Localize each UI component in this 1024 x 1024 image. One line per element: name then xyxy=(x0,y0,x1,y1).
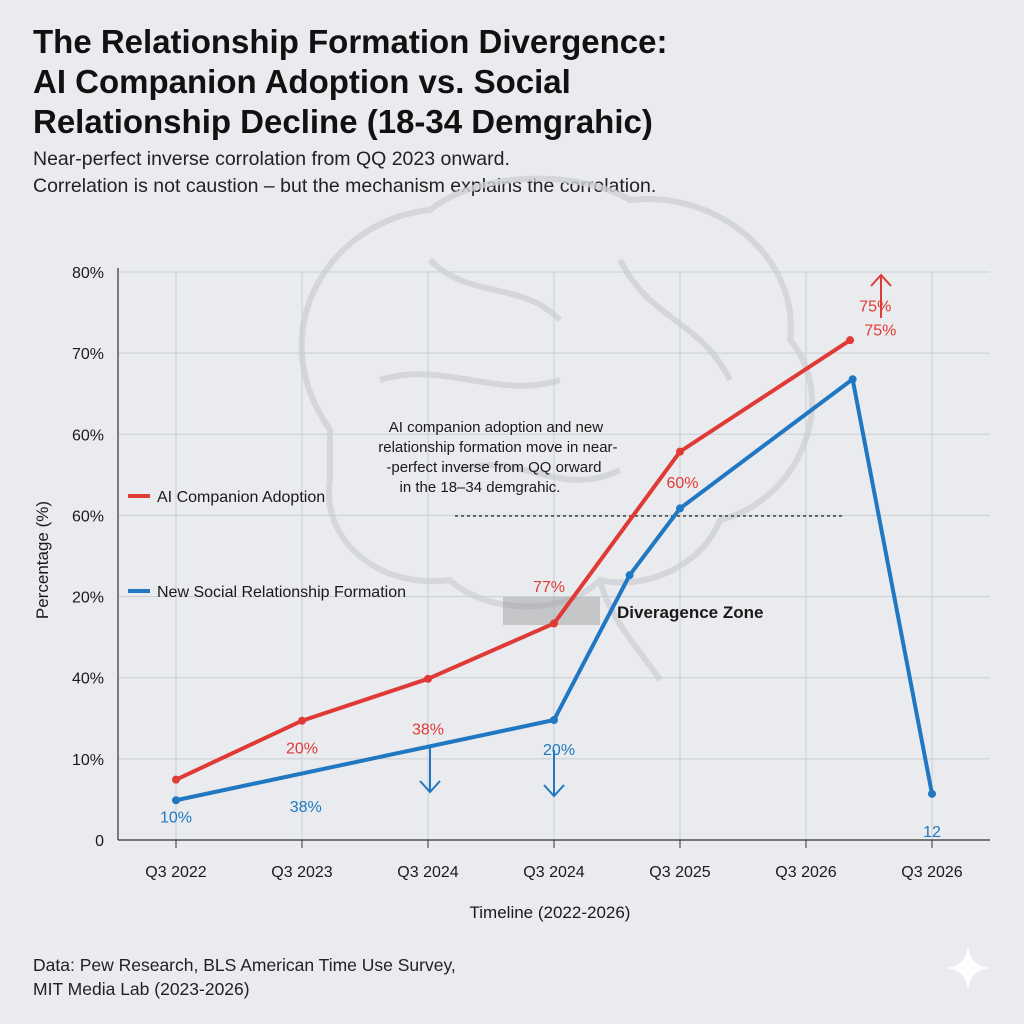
y-tick-label: 80% xyxy=(72,265,104,282)
arrow-down-icon xyxy=(419,748,441,794)
y-tick-label: 40% xyxy=(72,671,104,688)
series-group: 20% 38% 77% 60% 75% 75% 10% 38% 20% 12 xyxy=(160,298,941,840)
x-tick-label: Q3 2023 xyxy=(271,864,332,881)
divergence-zone-label: Diveragence Zone xyxy=(617,603,763,622)
title-line: AI Companion Adoption vs. Social xyxy=(33,63,571,100)
data-label: 20% xyxy=(286,741,318,758)
data-label: 20% xyxy=(543,742,575,759)
x-tick-label: Q3 2025 xyxy=(649,864,710,881)
data-point xyxy=(846,336,855,345)
arrow-down-icon xyxy=(543,750,565,798)
x-axis-label: Timeline (2022-2026) xyxy=(470,903,631,922)
series-line-0 xyxy=(175,338,852,782)
source-note: Data: Pew Research, BLS American Time Us… xyxy=(33,953,456,1001)
data-point xyxy=(298,716,306,725)
x-tick-label: Q3 2026 xyxy=(901,864,962,881)
data-label: 75% xyxy=(859,298,891,315)
data-point xyxy=(676,504,684,513)
data-label: 10% xyxy=(160,810,192,827)
y-tick-label: 10% xyxy=(72,752,104,769)
y-tick-label: 60% xyxy=(72,508,104,525)
source-line: Data: Pew Research, BLS American Time Us… xyxy=(33,955,456,975)
y-tick-label: 0 xyxy=(95,833,104,850)
data-point xyxy=(550,619,558,628)
x-tick-label: Q3 2026 xyxy=(775,864,836,881)
title-line: The Relationship Formation Divergence: xyxy=(33,23,668,60)
legend-label: AI Companion Adoption xyxy=(157,489,325,506)
subtitle-line: Near-perfect inverse corrolation from QQ… xyxy=(33,148,510,170)
axes: 0 10% 40% 20% 60% 60% 70% 80% Q3 2022 Q3 2023 Q3 2… xyxy=(72,265,990,881)
data-point xyxy=(848,375,857,384)
legend-label: New Social Relationship Formation xyxy=(157,584,406,601)
data-point xyxy=(424,674,432,683)
data-point xyxy=(172,775,180,784)
sparkle-icon xyxy=(946,946,990,990)
x-tick-label: Q3 2024 xyxy=(523,864,584,881)
y-tick-label: 60% xyxy=(72,427,104,444)
chart-title: The Relationship Formation Divergence: A… xyxy=(33,22,667,142)
data-point xyxy=(676,447,684,456)
title-line: Relationship Decline (18-34 Demgrahic) xyxy=(33,103,653,140)
data-label: 12 xyxy=(923,824,941,841)
data-label: 60% xyxy=(667,475,699,492)
y-axis-label: Percentage (%) xyxy=(33,501,52,619)
series-line-1 xyxy=(175,377,934,803)
y-tick-label: 20% xyxy=(72,590,104,607)
annotation-line: AI companion adoption and new xyxy=(389,419,603,436)
data-point xyxy=(172,796,180,805)
annotation-line: in the 18–34 demgrahic. xyxy=(400,479,561,496)
data-label: 75% xyxy=(864,323,896,340)
y-tick-label: 70% xyxy=(72,346,104,363)
x-tick-label: Q3 2022 xyxy=(145,864,206,881)
arrow-up-icon xyxy=(870,273,892,318)
data-label: 38% xyxy=(412,722,444,739)
data-point xyxy=(928,789,936,798)
x-tick-label: Q3 2024 xyxy=(397,864,458,881)
source-line: MIT Media Lab (2023-2026) xyxy=(33,979,250,999)
data-point xyxy=(625,571,634,580)
brain-watermark-icon xyxy=(298,175,816,682)
annotation-line: -perfect inverse from QQ orward xyxy=(386,459,601,476)
legend: AI Companion Adoption New Social Relatio… xyxy=(128,489,406,601)
data-label: 38% xyxy=(290,799,322,816)
annotation-line: relationship formation move in near- xyxy=(378,439,617,456)
annotation-text: AI companion adoption and new relationsh… xyxy=(378,419,621,496)
data-label: 77% xyxy=(533,579,565,596)
data-point xyxy=(550,716,558,725)
